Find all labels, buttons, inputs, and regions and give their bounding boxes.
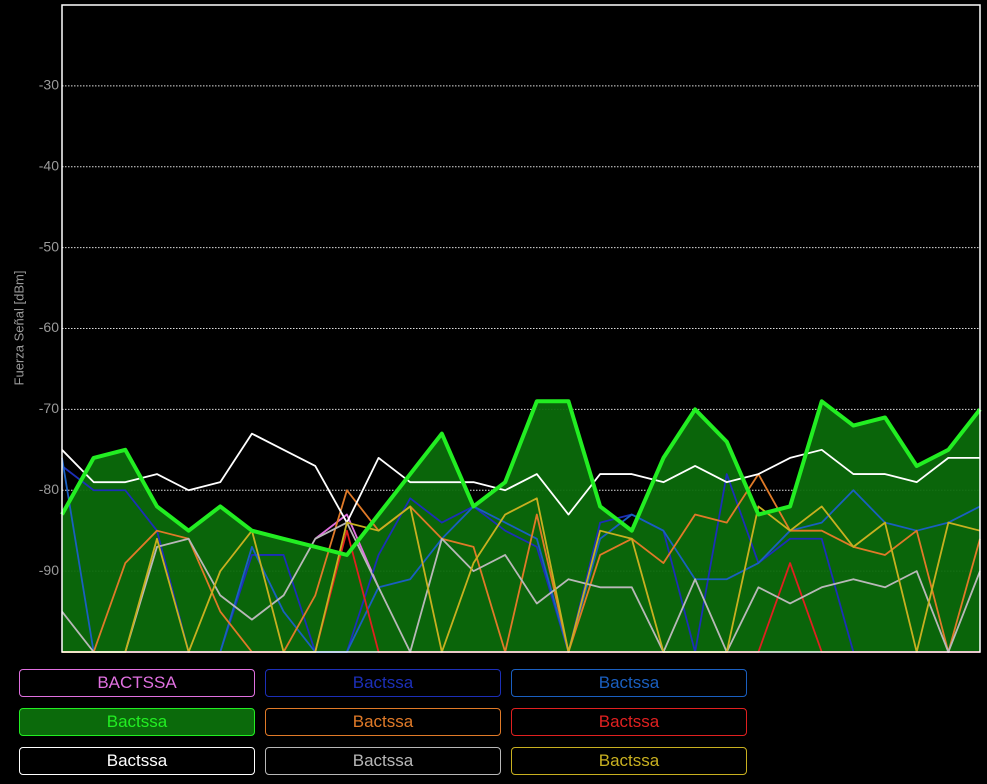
y-tick-label: -50 bbox=[39, 238, 59, 254]
series-line bbox=[62, 473, 981, 653]
y-tick-label: -90 bbox=[39, 562, 59, 578]
series-line bbox=[61, 432, 980, 524]
chart: Fuerza Señal [dBm] -30 -40 -50 -60 -70 -80 -90 bbox=[11, 4, 982, 653]
legend-button[interactable]: Bactssa bbox=[265, 747, 501, 775]
legend: BACTSSA Bactssa Bactssa Bactssa Bactssa Bacts… bbox=[0, 662, 987, 784]
legend-button[interactable]: BACTSSA bbox=[19, 669, 255, 697]
series-line bbox=[62, 497, 981, 653]
y-axis-label: Fuerza Señal [dBm] bbox=[11, 271, 26, 386]
series-line bbox=[60, 399, 982, 557]
y-tick-label: -80 bbox=[39, 481, 59, 497]
legend-button[interactable]: Bactssa bbox=[511, 669, 747, 697]
y-tick-label: -60 bbox=[39, 319, 59, 335]
series-area bbox=[62, 401, 980, 652]
legend-button[interactable]: Bactssa bbox=[265, 669, 501, 697]
legend-button[interactable]: Bactssa bbox=[19, 708, 255, 736]
series-line bbox=[314, 513, 380, 588]
legend-button[interactable]: Bactssa bbox=[511, 747, 747, 775]
y-tick-label: -70 bbox=[39, 400, 59, 416]
y-tick-label: -40 bbox=[39, 157, 59, 173]
y-tick-label: -30 bbox=[39, 77, 59, 93]
legend-button[interactable]: Bactssa bbox=[19, 747, 255, 775]
legend-button[interactable]: Bactssa bbox=[265, 708, 501, 736]
plot-area bbox=[61, 4, 981, 653]
legend-button[interactable]: Bactssa bbox=[511, 708, 747, 736]
